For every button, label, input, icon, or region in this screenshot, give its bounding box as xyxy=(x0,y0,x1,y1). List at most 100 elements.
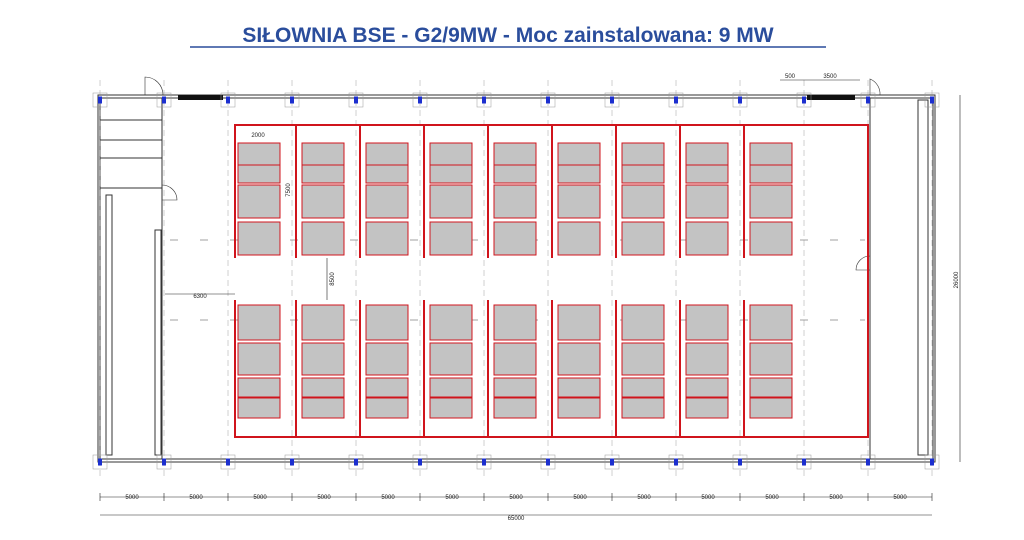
module xyxy=(685,304,729,341)
column-base xyxy=(220,92,236,108)
module xyxy=(301,184,345,219)
column xyxy=(738,458,742,466)
module xyxy=(237,304,281,341)
column xyxy=(354,96,358,104)
module xyxy=(493,342,537,376)
column xyxy=(354,458,358,466)
dim-label: 5000 xyxy=(125,495,139,501)
module xyxy=(557,304,601,341)
module xyxy=(493,184,537,219)
column-base xyxy=(540,92,556,108)
column xyxy=(162,96,166,104)
column xyxy=(290,96,294,104)
module xyxy=(749,304,793,341)
column-base xyxy=(604,92,620,108)
module xyxy=(429,142,473,166)
module xyxy=(237,164,281,184)
module xyxy=(621,164,665,184)
column-base xyxy=(156,454,172,470)
column-base xyxy=(284,454,300,470)
dim-label: 5000 xyxy=(317,495,331,501)
dim-label: 65000 xyxy=(508,516,525,522)
column xyxy=(226,96,230,104)
column xyxy=(162,458,166,466)
module xyxy=(621,304,665,341)
dim-label: 7500 xyxy=(286,183,292,197)
column-base xyxy=(924,454,940,470)
module xyxy=(685,184,729,219)
dim-label: 2000 xyxy=(251,133,265,139)
module xyxy=(237,221,281,256)
column-base xyxy=(860,454,876,470)
column xyxy=(866,96,870,104)
module xyxy=(749,377,793,398)
column-base xyxy=(540,454,556,470)
module xyxy=(493,221,537,256)
module xyxy=(429,377,473,398)
column xyxy=(418,96,422,104)
module xyxy=(301,342,345,376)
column xyxy=(98,458,102,466)
module xyxy=(365,304,409,341)
module xyxy=(237,184,281,219)
module xyxy=(301,221,345,256)
module xyxy=(365,397,409,419)
module xyxy=(429,397,473,419)
module xyxy=(237,397,281,419)
module xyxy=(429,164,473,184)
column xyxy=(482,458,486,466)
column xyxy=(418,458,422,466)
module xyxy=(429,342,473,376)
module xyxy=(557,184,601,219)
column xyxy=(674,458,678,466)
gate-left xyxy=(178,95,223,100)
module xyxy=(749,221,793,256)
column-base xyxy=(796,92,812,108)
column xyxy=(802,458,806,466)
module xyxy=(365,342,409,376)
walls xyxy=(97,94,936,463)
dim-label: 5000 xyxy=(509,495,523,501)
column-base xyxy=(156,92,172,108)
column-base xyxy=(796,454,812,470)
column xyxy=(546,96,550,104)
column-base xyxy=(604,454,620,470)
module xyxy=(237,142,281,166)
column xyxy=(930,96,934,104)
module xyxy=(493,377,537,398)
module xyxy=(301,304,345,341)
column-base xyxy=(476,454,492,470)
dim-label: 8500 xyxy=(330,272,336,286)
module xyxy=(685,221,729,256)
module xyxy=(365,184,409,219)
dim-label: 5000 xyxy=(573,495,587,501)
dim-label: 5000 xyxy=(381,495,395,501)
column-base xyxy=(732,454,748,470)
module xyxy=(685,397,729,419)
column-base xyxy=(412,454,428,470)
dim-label: 6300 xyxy=(193,294,207,300)
title: SIŁOWNIA BSE - G2/9MW - Moc zainstalowan… xyxy=(242,24,773,47)
module xyxy=(685,164,729,184)
column-base xyxy=(668,454,684,470)
column-base xyxy=(92,92,108,108)
dim-label: 500 xyxy=(785,74,796,80)
module xyxy=(429,221,473,256)
module xyxy=(493,304,537,341)
module xyxy=(749,342,793,376)
module-frame xyxy=(234,124,869,438)
dim-label: 26000 xyxy=(954,271,960,288)
module xyxy=(493,142,537,166)
module xyxy=(429,184,473,219)
module xyxy=(621,184,665,219)
module xyxy=(301,142,345,166)
column xyxy=(738,96,742,104)
module xyxy=(237,342,281,376)
module xyxy=(749,142,793,166)
dim-label: 5000 xyxy=(893,495,907,501)
dim-label: 5000 xyxy=(637,495,651,501)
module xyxy=(493,164,537,184)
column-base xyxy=(924,92,940,108)
module xyxy=(557,221,601,256)
column xyxy=(610,96,614,104)
